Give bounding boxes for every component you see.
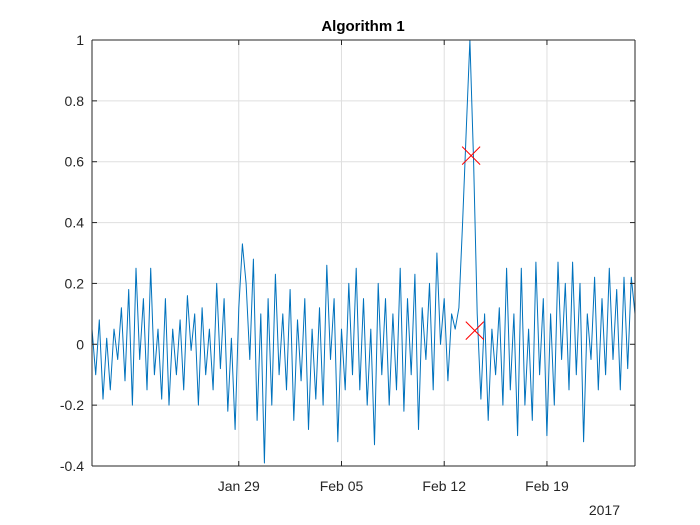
series-line <box>91 39 636 464</box>
x-tick-label: Feb 12 <box>422 478 466 494</box>
y-tick-label: 0.6 <box>65 154 85 170</box>
y-tick-label: -0.4 <box>60 458 84 474</box>
y-tick-label: 0.4 <box>65 215 85 231</box>
plot-area-background <box>92 40 635 466</box>
y-tick-label: 1 <box>76 32 84 48</box>
axes <box>91 39 636 467</box>
y-tick-label: 0.2 <box>65 275 85 291</box>
x-marker <box>465 321 485 340</box>
y-tick-label: 0.8 <box>65 93 85 109</box>
x-tick-label: Feb 05 <box>320 478 364 494</box>
x-marker-stroke <box>465 321 485 340</box>
marker-layer <box>461 146 485 340</box>
x-tick-label: Feb 19 <box>525 478 569 494</box>
grid <box>92 39 635 467</box>
x-marker <box>461 146 481 165</box>
chart-title: Algorithm 1 <box>321 18 404 35</box>
x-tick-label: Jan 29 <box>218 478 260 494</box>
x-axis-year-label: 2017 <box>589 502 620 518</box>
x-marker-stroke <box>461 146 481 165</box>
y-tick-label: 0 <box>76 336 84 352</box>
series-layer <box>91 39 636 464</box>
tick-labels: -0.4 -0.2 0 0.2 0.4 0.6 0.8 1 Jan 29 Feb 05 Feb 12… <box>60 32 569 494</box>
y-tick-label: -0.2 <box>60 397 84 413</box>
